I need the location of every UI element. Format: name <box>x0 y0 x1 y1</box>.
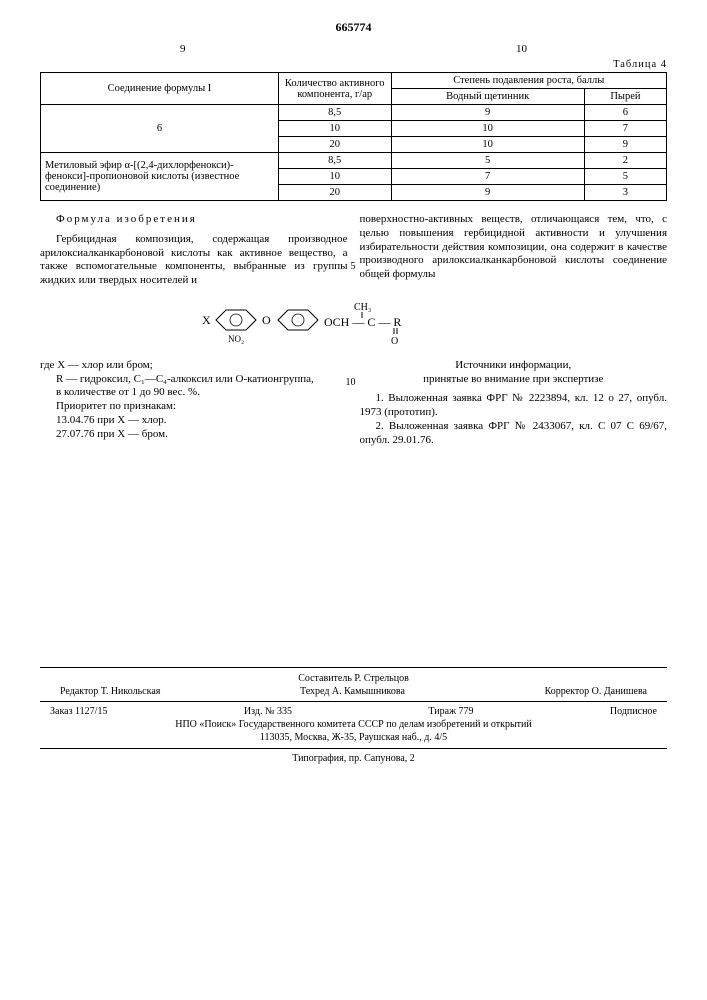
lower-left-column: где X — хлор или бром; R — гидроксил, C₁… <box>40 359 348 448</box>
cell: 5 <box>391 153 584 169</box>
footer-copies: Тираж 779 <box>428 705 473 718</box>
document-number: 665774 <box>40 20 667 35</box>
cell: 20 <box>278 137 391 153</box>
paragraph: 13.04.76 при X — хлор. <box>40 414 348 428</box>
footer-row: Заказ 1127/15 Изд. № 335 Тираж 779 Подпи… <box>40 701 667 718</box>
footer-compiler: Составитель Р. Стрельцов <box>40 672 667 685</box>
cell: 9 <box>391 185 584 201</box>
th-compound: Соединение формулы I <box>41 73 279 105</box>
paragraph: 2. Выложенная заявка ФРГ № 2433067, кл. … <box>360 420 668 448</box>
paragraph: где X — хлор или бром; <box>40 359 348 373</box>
cell: 10 <box>391 137 584 153</box>
cell-compound: Метиловый эфир α-[(2,4-дихлорфенокси)-фе… <box>41 153 279 201</box>
cell: 10 <box>278 121 391 137</box>
paragraph: R — гидроксил, C₁—C₄-алкоксил или O-кати… <box>40 373 348 387</box>
paragraph: поверхностно-активных веществ, отличающа… <box>360 213 668 282</box>
footer-print: Типография, пр. Сапунова, 2 <box>40 753 667 764</box>
sources-title: Источники информации, <box>360 359 668 373</box>
sources-subtitle: принятые во внимание при экспертизе <box>360 373 668 387</box>
text-columns: Формула изобретения Гербицидная композиц… <box>40 213 667 288</box>
page-number-left: 9 <box>180 43 186 55</box>
chemical-formula: X NO₂ O CH₃ OCH — C — R O <box>40 298 667 349</box>
th-suppression: Степень подавления роста, баллы <box>391 73 666 89</box>
cell: 10 <box>391 121 584 137</box>
section-title: Формула изобретения <box>40 213 348 227</box>
cell: 9 <box>584 137 666 153</box>
margin-number: 10 <box>346 377 356 390</box>
cell: 7 <box>584 121 666 137</box>
cell: 5 <box>584 169 666 185</box>
page-number-row: 9 10 <box>40 43 667 55</box>
footer-edition: Изд. № 335 <box>244 705 292 718</box>
footer-tech: Техред А. Камышникова <box>300 685 405 698</box>
formula-x: X <box>202 313 211 327</box>
formula-dblo: O <box>391 336 398 346</box>
cell: 7 <box>391 169 584 185</box>
footer-org: НПО «Поиск» Государственного комитета СС… <box>40 718 667 731</box>
lower-right-column: Источники информации, принятые во вниман… <box>360 359 668 448</box>
left-column: Формула изобретения Гербицидная композиц… <box>40 213 348 288</box>
formula-o: O <box>262 313 271 327</box>
table-caption: Таблица 4 <box>40 59 667 70</box>
footer-row: Редактор Т. Никольская Техред А. Камышни… <box>40 685 667 698</box>
footer-addr: 113035, Москва, Ж-35, Раушская наб., д. … <box>40 731 667 744</box>
th-plant1: Водный щетинник <box>391 89 584 105</box>
paragraph: в количестве от 1 до 90 вес. %. <box>40 386 348 400</box>
cell: 9 <box>391 105 584 121</box>
cell: 6 <box>584 105 666 121</box>
paragraph: Приоритет по признакам: <box>40 400 348 414</box>
page-number-right: 10 <box>516 43 527 55</box>
cell: 8,5 <box>278 105 391 121</box>
cell: 20 <box>278 185 391 201</box>
cell: 3 <box>584 185 666 201</box>
footer-order: Заказ 1127/15 <box>50 705 107 718</box>
table-row: 6 8,5 9 6 <box>41 105 667 121</box>
paragraph: 1. Выложенная заявка ФРГ № 2223894, кл. … <box>360 392 668 420</box>
cell: 10 <box>278 169 391 185</box>
th-amount: Количество активного компонента, г/ар <box>278 73 391 105</box>
right-column: поверхностно-активных веществ, отличающа… <box>360 213 668 288</box>
table-row: Метиловый эфир α-[(2,4-дихлорфенокси)-фе… <box>41 153 667 169</box>
formula-ch3: CH₃ <box>354 302 371 313</box>
paragraph: Гербицидная композиция, содержащая произ… <box>40 233 348 288</box>
cell-compound: 6 <box>41 105 279 153</box>
paragraph: 27.07.76 при X — бром. <box>40 428 348 442</box>
cell: 2 <box>584 153 666 169</box>
margin-number: 5 <box>351 261 356 274</box>
formula-no2: NO₂ <box>228 334 244 344</box>
lower-text-columns: где X — хлор или бром; R — гидроксил, C₁… <box>40 359 667 448</box>
footer-subtype: Подписное <box>610 705 657 718</box>
table-header-row: Соединение формулы I Количество активног… <box>41 73 667 89</box>
footer-editor: Редактор Т. Никольская <box>60 685 160 698</box>
th-plant2: Пырей <box>584 89 666 105</box>
data-table: Соединение формулы I Количество активног… <box>40 72 667 201</box>
formula-och: OCH — C — R <box>324 315 401 329</box>
footer: Составитель Р. Стрельцов Редактор Т. Ник… <box>40 667 667 749</box>
cell: 8,5 <box>278 153 391 169</box>
footer-corrector: Корректор О. Данишева <box>545 685 647 698</box>
